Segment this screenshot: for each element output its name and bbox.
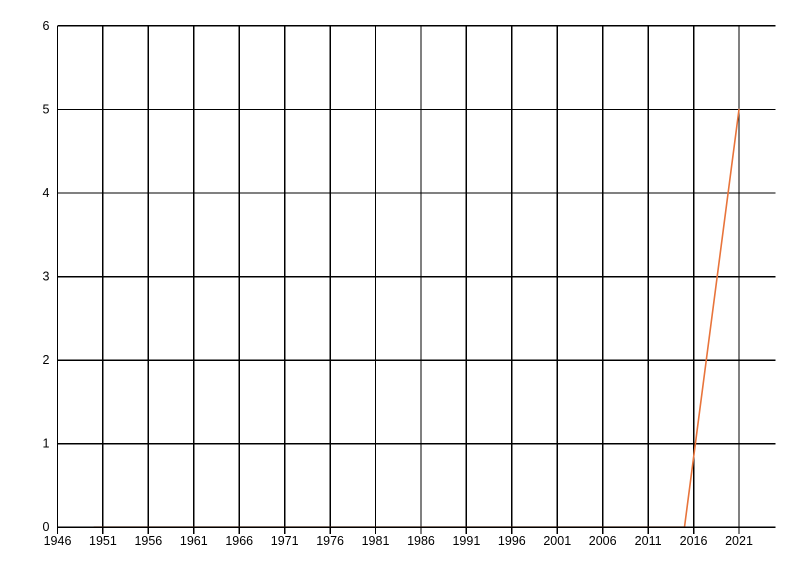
svg-text:1976: 1976: [316, 534, 344, 548]
svg-text:2011: 2011: [635, 534, 662, 548]
svg-text:1946: 1946: [44, 534, 72, 548]
svg-text:2016: 2016: [680, 534, 708, 548]
svg-text:1971: 1971: [271, 534, 299, 548]
svg-text:2001: 2001: [543, 534, 571, 548]
svg-text:6: 6: [43, 19, 50, 33]
svg-text:2006: 2006: [589, 534, 617, 548]
svg-text:0: 0: [43, 520, 50, 534]
svg-text:1: 1: [43, 437, 50, 451]
svg-text:2: 2: [43, 353, 50, 367]
svg-text:1951: 1951: [89, 534, 117, 548]
svg-text:1956: 1956: [134, 534, 162, 548]
svg-text:1981: 1981: [362, 534, 390, 548]
svg-text:3: 3: [43, 270, 50, 284]
svg-text:2021: 2021: [725, 534, 753, 548]
svg-text:5: 5: [43, 102, 50, 116]
svg-text:1961: 1961: [180, 534, 208, 548]
svg-text:1966: 1966: [225, 534, 253, 548]
svg-text:1996: 1996: [498, 534, 526, 548]
svg-text:1986: 1986: [407, 534, 435, 548]
svg-text:4: 4: [43, 186, 50, 200]
svg-text:1991: 1991: [452, 534, 480, 548]
